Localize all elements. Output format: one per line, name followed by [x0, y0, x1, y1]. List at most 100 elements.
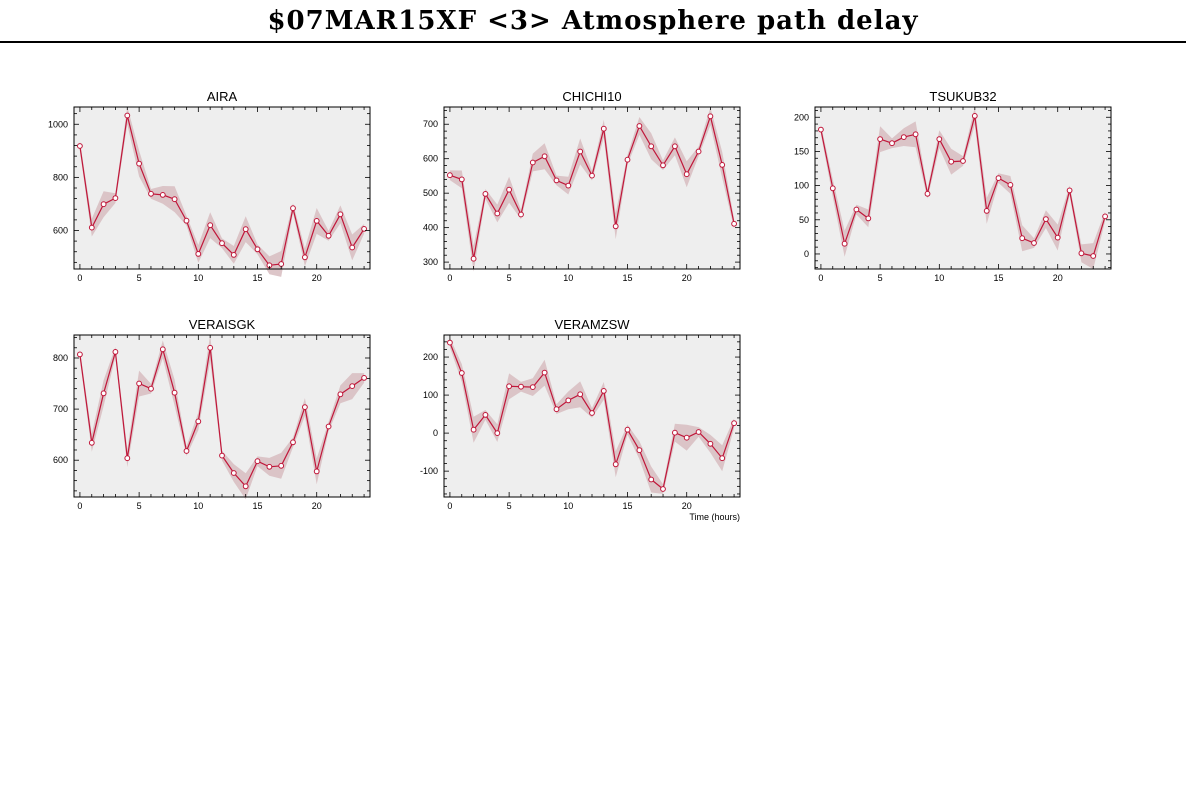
data-point [1007, 182, 1014, 188]
data-point [88, 439, 95, 446]
data-point [183, 217, 190, 224]
x-tick-label: 10 [193, 501, 203, 511]
panel-title: VERAMZSW [554, 317, 630, 332]
data-point [960, 158, 966, 164]
data-point [889, 140, 895, 147]
data-point [171, 196, 178, 203]
x-tick-label: 15 [253, 501, 263, 511]
y-tick-label: 200 [794, 112, 809, 122]
data-point [207, 344, 214, 351]
y-tick-label: 200 [423, 352, 438, 362]
data-point [290, 205, 296, 212]
data-point [159, 192, 166, 198]
data-point [124, 112, 131, 119]
data-point [302, 404, 308, 411]
y-tick-label: 0 [433, 428, 438, 438]
data-point [612, 223, 619, 230]
data-point [1090, 253, 1097, 259]
data-point [877, 136, 883, 143]
data-point [1054, 234, 1061, 241]
data-point [600, 125, 607, 132]
data-point [207, 222, 214, 229]
x-tick-label: 5 [507, 273, 512, 283]
data-point [707, 440, 714, 447]
y-tick-label: 100 [794, 181, 809, 191]
data-point [1031, 240, 1037, 246]
data-point [470, 426, 477, 433]
x-tick-label: 20 [312, 501, 322, 511]
data-point [707, 113, 714, 120]
data-point [829, 185, 836, 192]
data-point [589, 172, 595, 179]
data-point [1078, 250, 1085, 257]
data-point [230, 252, 237, 258]
data-point [266, 463, 273, 470]
y-tick-label: 0 [804, 249, 809, 259]
data-point [719, 455, 726, 462]
data-point [589, 410, 595, 416]
x-tick-label: 15 [623, 273, 633, 283]
data-point [349, 244, 356, 251]
data-point [648, 476, 655, 483]
data-point [924, 190, 931, 197]
data-point [136, 160, 143, 167]
data-point [565, 182, 572, 189]
data-point [983, 208, 990, 214]
data-point [948, 158, 955, 165]
x-tick-label: 20 [682, 501, 692, 511]
data-point [242, 226, 249, 233]
data-point [731, 220, 737, 227]
y-tick-label: 300 [423, 257, 438, 267]
data-point [541, 153, 548, 160]
data-point [254, 458, 261, 465]
data-point [719, 162, 726, 168]
data-point [612, 461, 619, 468]
panel-title: TSUKUB32 [929, 89, 996, 104]
data-point [695, 429, 702, 435]
data-point [278, 261, 285, 267]
page-title: $07MAR15XF <3> Atmosphere path delay [267, 6, 919, 36]
data-point [624, 426, 631, 433]
data-point [971, 113, 978, 119]
x-tick-label: 0 [77, 273, 82, 283]
data-point [482, 191, 489, 197]
x-tick-label: 15 [994, 273, 1004, 283]
title-divider [0, 41, 1186, 43]
y-tick-label: 600 [53, 225, 68, 235]
data-point [1043, 216, 1049, 223]
data-point [660, 162, 666, 169]
data-point [1019, 235, 1026, 242]
data-point [865, 215, 872, 222]
data-point [195, 251, 202, 257]
chart-panel-veramzsw: VERAMZSW 0 5 10 15 20 -100 0 100 200 Time (hours) [420, 317, 741, 522]
y-tick-label: 400 [423, 223, 438, 233]
data-point [577, 148, 584, 155]
data-point [325, 232, 332, 239]
data-point [518, 383, 524, 390]
data-point [302, 254, 308, 261]
data-point [636, 447, 643, 454]
data-point [470, 255, 477, 262]
data-point [77, 351, 83, 358]
data-point [672, 429, 678, 436]
data-point [458, 370, 465, 376]
chart-panel-aira: AIRA 0 5 10 15 20 600 800 1000 [48, 89, 371, 283]
data-point [529, 159, 536, 166]
data-point [506, 186, 513, 193]
data-point [648, 143, 655, 150]
data-point [900, 134, 907, 141]
data-point [995, 175, 1002, 182]
data-point [112, 349, 119, 355]
data-point [683, 171, 690, 178]
chart-panel-chichi10: CHICHI10 0 5 10 15 20 300 400 500 600 700 [423, 89, 741, 283]
x-tick-label: 0 [447, 501, 452, 511]
y-tick-label: 800 [53, 172, 68, 182]
data-point [112, 195, 119, 202]
data-point [541, 369, 548, 376]
x-tick-label: 0 [77, 501, 82, 511]
chart-panel-veraisgk: VERAISGK 0 5 10 15 20 600 700 800 [53, 317, 371, 511]
data-point [818, 126, 824, 133]
y-tick-label: 50 [799, 215, 809, 225]
